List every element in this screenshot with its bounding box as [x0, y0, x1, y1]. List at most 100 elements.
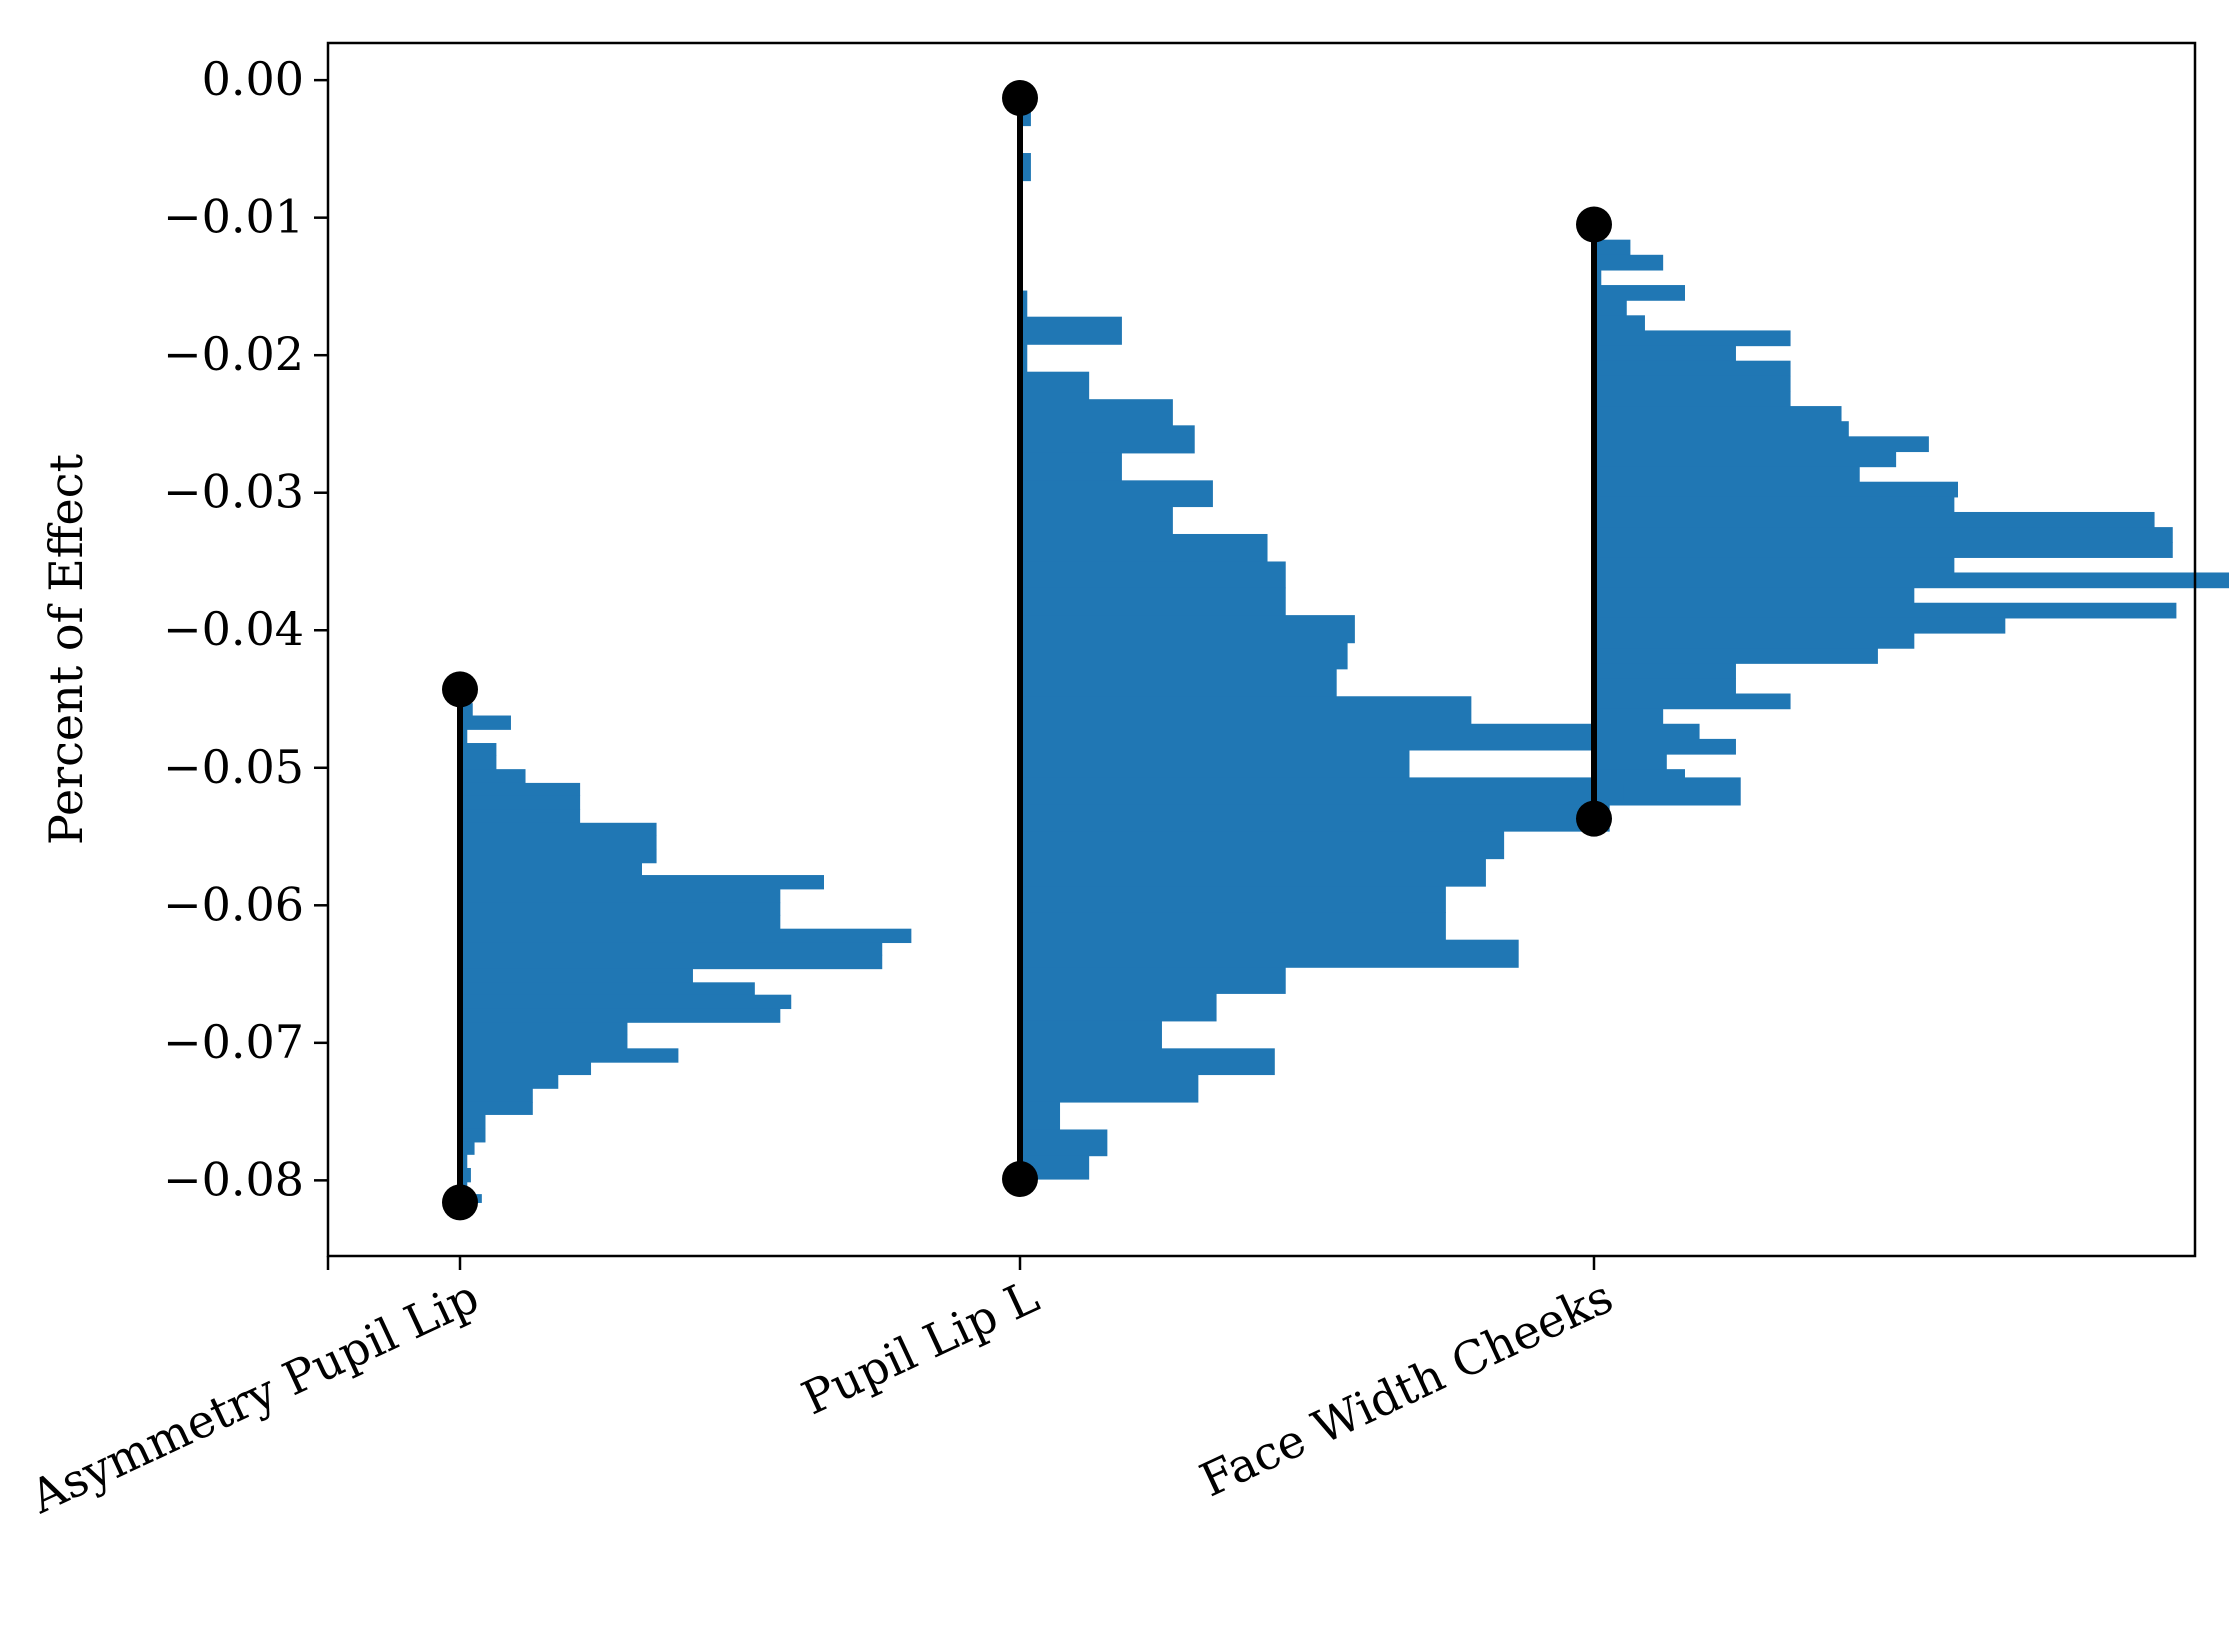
histogram-bar [460, 902, 781, 916]
histogram-bar [1020, 1020, 1162, 1049]
histogram-bar [1594, 436, 1929, 453]
histogram-bar [1594, 648, 1878, 664]
histogram-bar [1020, 831, 1505, 860]
histogram-bar [460, 1088, 533, 1103]
histogram-bar [460, 755, 497, 770]
histogram-bar [460, 1128, 486, 1143]
y-tick-label: −0.04 [163, 602, 304, 656]
histogram-bar [460, 888, 781, 904]
histogram-bar [1020, 587, 1286, 616]
histogram-bar [1594, 708, 1664, 725]
histogram-bar [1594, 693, 1791, 710]
range-max-point [442, 671, 478, 708]
histogram-bar [460, 1141, 475, 1155]
histogram-bar [460, 1048, 679, 1063]
histogram-bar [1020, 480, 1213, 508]
histogram-bar [1594, 254, 1664, 271]
histogram-bars [460, 98, 2229, 1203]
x-axis: Asymmetry Pupil Lip Pupil Lip L Face Width… [21, 1256, 1621, 1524]
histogram-bar [460, 1114, 486, 1129]
histogram-bar [1020, 561, 1286, 589]
range-min-point [1576, 800, 1612, 837]
histogram-bar [460, 862, 642, 876]
histogram-bar [1594, 632, 1915, 649]
histogram-bar [460, 809, 581, 824]
histogram-bar [1594, 572, 2229, 589]
histogram-bar [460, 954, 883, 970]
histogram-bar [460, 942, 883, 956]
y-tick-label: −0.06 [163, 877, 304, 931]
y-tick-label: −0.08 [163, 1152, 304, 1206]
x-tick-label: Asymmetry Pupil Lip [21, 1269, 486, 1524]
histogram-bar [460, 914, 781, 930]
histogram-bar [460, 1022, 628, 1036]
histogram-bar [460, 875, 824, 890]
x-tick-label: Pupil Lip L [794, 1269, 1047, 1425]
histogram-bar [460, 1101, 533, 1115]
histogram-bar [460, 1062, 592, 1076]
histogram-bar [460, 848, 657, 864]
range-min-point [442, 1184, 478, 1221]
y-tick-label: 0.00 [202, 52, 304, 106]
histogram-bar [1594, 496, 1955, 513]
histogram-bar [1594, 754, 1667, 770]
histogram-bar [1020, 344, 1028, 373]
histogram-bar [1020, 993, 1217, 1022]
histogram-bar [1020, 506, 1173, 535]
histogram-bar [1020, 290, 1028, 318]
histogram-bar [460, 1154, 468, 1169]
y-tick-label: −0.07 [163, 1015, 304, 1069]
histogram-bar [1020, 668, 1337, 697]
y-tick-label: −0.05 [163, 740, 304, 794]
y-axis: 0.00 −0.01 −0.02 −0.03 −0.04 −0.05 −0.06 −0.07 −… [163, 52, 328, 1206]
histogram-bar [1594, 769, 1685, 785]
y-tick-label: −0.02 [163, 327, 304, 381]
histogram-bar [1594, 285, 1685, 301]
histogram-bar [460, 715, 511, 730]
histogram-bar [1020, 886, 1446, 913]
histogram-bar [1594, 330, 1791, 347]
x-tick-label: Face Width Cheeks [1192, 1269, 1621, 1507]
y-tick-label: −0.03 [163, 465, 304, 519]
histogram-bar [1020, 615, 1355, 644]
histogram-bar [1594, 527, 2173, 543]
y-tick-label: −0.01 [163, 190, 304, 244]
histogram-bar [1020, 939, 1519, 968]
histogram-bar [1594, 481, 1958, 498]
range-min-point [1002, 1160, 1038, 1197]
histogram-bar [1594, 723, 1700, 740]
histogram-bar [1594, 663, 1736, 679]
histogram-bar [1594, 406, 1842, 422]
y-axis-label: Percent of Effect [39, 454, 93, 845]
histogram-bar [1594, 617, 2006, 634]
histogram-bar [1020, 696, 1472, 725]
histogram-bar [1020, 912, 1446, 941]
range-markers [442, 80, 1612, 1221]
histogram-bar [1020, 452, 1122, 481]
histogram-bar [1594, 451, 1897, 468]
histogram-bar [460, 1008, 781, 1023]
histogram-bar [1020, 723, 1628, 751]
range-max-point [1576, 206, 1612, 243]
histogram-bar [1594, 315, 1645, 332]
histogram-bar [1594, 239, 1631, 256]
histogram-bar [1594, 587, 1915, 604]
histogram-bar [1594, 602, 2177, 619]
histogram-bar [1594, 360, 1791, 377]
histogram-bar [1594, 678, 1736, 695]
histogram-bar [1020, 804, 1610, 832]
histogram-bar [1020, 153, 1031, 182]
histogram-bar [1020, 1129, 1108, 1157]
histogram-bar [460, 769, 526, 784]
histogram-bar [1020, 642, 1348, 670]
histogram-bar [1020, 1101, 1061, 1131]
histogram-bar [1020, 399, 1173, 426]
histogram-bar [1594, 345, 1736, 362]
histogram-bar [460, 822, 657, 836]
histogram-bar [460, 782, 581, 796]
histogram-bar [1020, 533, 1268, 563]
histogram-bar [460, 1167, 471, 1183]
histogram-bar [1594, 466, 1860, 483]
histogram-bar [460, 835, 657, 850]
